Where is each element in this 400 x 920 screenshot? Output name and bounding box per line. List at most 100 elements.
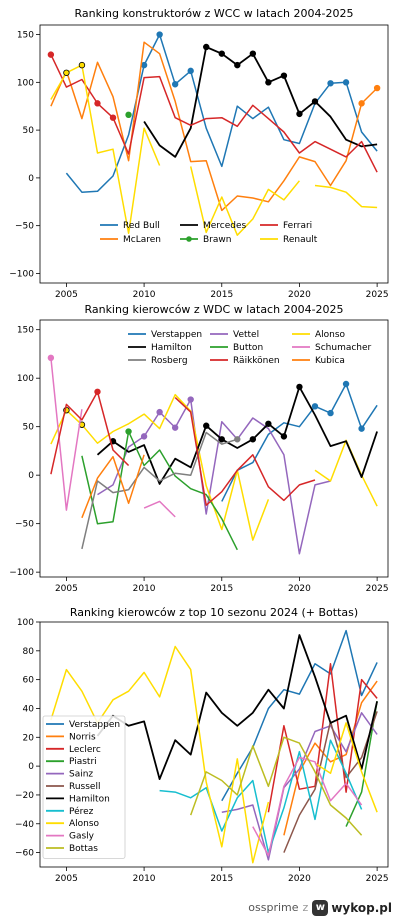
legend-label-bottas: Bottas [69,844,98,854]
series-line-norris [283,680,378,836]
legend-label-rosberg: Rosberg [151,356,188,366]
series-line-leclerc [267,663,378,813]
data-point-vettel [187,396,194,403]
y-tick-label: −100 [9,568,34,578]
legend-label-verstappen: Verstappen [151,330,202,340]
x-tick-label: 2020 [288,584,311,594]
data-point-mclaren [373,84,381,92]
data-point-renault [78,61,86,69]
legend-label-piastri: Piastri [69,757,97,767]
legend-label-ferrari: Ferrari [283,221,312,231]
legend-label-raikkonen: Räikkönen [233,356,280,366]
legend-label-alonso: Alonso [69,819,100,829]
legend-label-brawn: Brawn [203,235,231,245]
legend-label-button: Button [233,343,263,353]
y-tick-label: 20 [23,733,35,743]
series-line-hamilton [96,386,378,485]
site-name: wykop.pl [331,900,392,915]
series-line-vettel [97,398,331,555]
wykop-logo-icon: w [312,899,329,916]
legend-label-alonso: Alonso [315,330,346,340]
data-point-red-bull [171,81,179,88]
series-line-raikkonen [174,397,316,506]
x-tick-label: 2025 [366,874,389,884]
legend-label-renault: Renault [283,235,318,245]
legend-marker-brawn [186,236,192,242]
series-line-alonso [50,393,270,541]
x-tick-label: 2005 [55,584,78,594]
data-point-verstappen [342,380,350,388]
series-line-alonso [50,645,270,864]
site-logo[interactable]: w wykop.pl [312,899,392,916]
series-group [50,629,378,864]
y-tick-label: −50 [15,520,34,530]
data-point-ferrari [94,100,101,107]
series-line-bottas [189,736,363,836]
y-tick-label: 50 [23,126,35,136]
legend-label-mclaren: McLaren [123,235,161,245]
plot-area [39,319,389,578]
footer-author[interactable]: ossprime [248,901,299,914]
series-line-alonso [314,722,378,813]
y-tick-label: 80 [23,647,35,657]
footer-separator: z [302,901,309,914]
y-tick-label: 150 [17,31,34,41]
legend-label-sainz: Sainz [69,770,93,780]
series-line-alonso [314,439,378,507]
series-line-piastri [345,701,378,827]
data-point-red-bull [156,31,163,38]
y-tick-label: 50 [23,423,35,433]
x-tick-label: 2005 [55,290,78,300]
data-point-vettel [171,424,179,431]
y-tick-label: −60 [15,849,34,859]
legend-label-kubica: Kubica [315,356,345,366]
legend-label-verstappen: Verstappen [69,720,120,730]
series-line-mercedes [143,46,378,158]
chart-3: Ranking kierowców z top 10 sezonu 2024 (… [15,606,389,884]
data-point-button [125,428,132,435]
series-line-schumacher [50,357,83,511]
footer: ossprime z w wykop.pl [0,895,400,920]
series-line-rosberg [81,431,238,550]
y-tick-label: −20 [15,791,34,801]
data-point-hamilton [203,422,210,429]
legend-label-hamilton: Hamilton [69,794,110,804]
data-point-mercedes [249,50,257,57]
legend-label-leclerc: Leclerc [69,745,101,755]
series-line-renault [189,166,300,236]
data-point-mclaren [358,100,365,107]
x-tick-label: 2005 [55,874,78,884]
y-tick-label: 0 [28,762,34,772]
data-point-mercedes [296,110,303,118]
data-point-mercedes [203,43,210,51]
data-point-schumacher [47,354,55,362]
data-point-red-bull [327,80,334,87]
data-point-hamilton [280,433,288,440]
data-point-red-bull [140,61,148,69]
chart-title: Ranking kierowców z WDC w latach 2004-20… [84,303,343,316]
legend-label-red-bull: Red Bull [123,221,160,231]
data-point-ferrari [47,51,55,58]
x-tick-label: 2020 [288,874,311,884]
series-line-renault [314,184,378,209]
y-tick-label: −40 [15,820,34,830]
series-line-ferrari [50,54,378,173]
series-line-gasly [252,756,363,857]
x-tick-label: 2025 [366,290,389,300]
x-tick-label: 2010 [133,874,156,884]
legend-label-vettel: Vettel [233,330,259,340]
legend-label-mercedes: Mercedes [203,221,247,231]
legend-label-perez: Pérez [69,806,94,817]
data-point-red-bull [342,79,350,86]
series-group [47,354,378,555]
data-point-verstappen [327,409,334,417]
y-tick-label: 100 [17,618,34,628]
data-point-renault [63,69,70,76]
series-line-schumacher [143,500,176,518]
series-line-button [81,430,238,551]
series-line-red-bull [65,33,378,193]
data-point-mercedes [280,72,288,79]
series-group [47,31,381,236]
data-point-hamilton [265,420,272,427]
data-point-brawn [125,111,132,119]
